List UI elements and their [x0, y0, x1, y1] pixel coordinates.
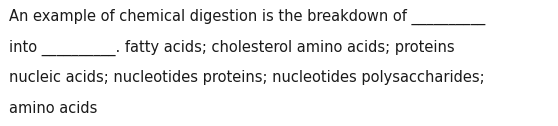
Text: into __________. fatty acids; cholesterol amino acids; proteins: into __________. fatty acids; cholestero… — [9, 40, 455, 56]
Text: nucleic acids; nucleotides proteins; nucleotides polysaccharides;: nucleic acids; nucleotides proteins; nuc… — [9, 70, 484, 85]
Text: amino acids: amino acids — [9, 101, 97, 116]
Text: An example of chemical digestion is the breakdown of __________: An example of chemical digestion is the … — [9, 9, 485, 25]
